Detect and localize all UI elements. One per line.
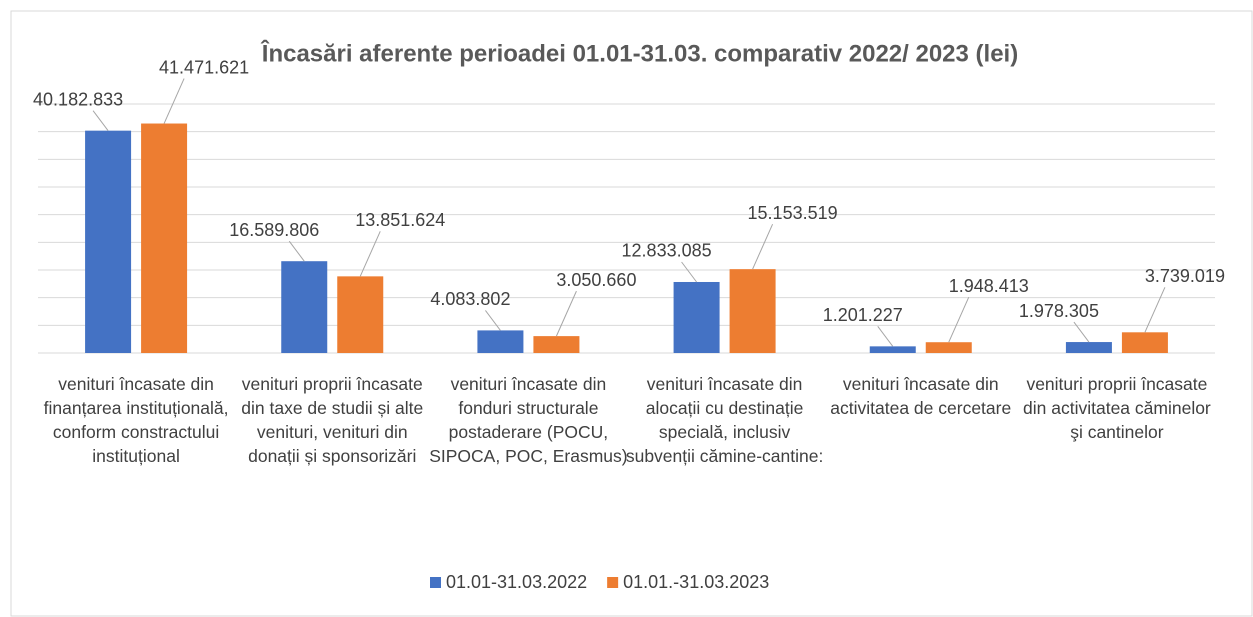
bar <box>869 346 916 353</box>
bar <box>1121 332 1168 353</box>
bar <box>337 276 384 353</box>
leader-line <box>1144 287 1166 333</box>
legend-swatch <box>430 577 441 588</box>
x-tick-label: venituri încasate din finanțarea institu… <box>43 374 229 466</box>
x-tick-label: venituri încasate din activitatea de cer… <box>830 374 1012 418</box>
leader-line <box>877 326 894 347</box>
legend-label: 01.01.-31.03.2023 <box>623 572 769 592</box>
legend-label: 01.01-31.03.2022 <box>446 572 587 592</box>
leader-line <box>948 297 970 343</box>
bar <box>141 123 188 353</box>
data-label: 3.739.019 <box>1145 266 1225 286</box>
leader-line <box>1073 321 1090 343</box>
bar <box>1065 342 1112 353</box>
legend-swatch <box>607 577 619 588</box>
data-label: 13.851.624 <box>355 210 445 230</box>
leader-line <box>163 78 185 124</box>
data-label: 41.471.621 <box>159 57 249 77</box>
leader-line <box>681 261 697 283</box>
bar <box>85 130 132 353</box>
leader-line <box>288 240 305 262</box>
data-label: 3.050.660 <box>556 270 636 290</box>
data-label: 1.948.413 <box>949 276 1029 296</box>
data-label: 4.083.802 <box>430 289 510 309</box>
leader-line <box>555 290 577 337</box>
data-label: 16.589.806 <box>229 220 319 240</box>
bar <box>673 281 720 353</box>
x-tick-label: venituri proprii încasate din activitate… <box>1023 374 1211 442</box>
chart-title: Încasări aferente perioadei 01.01-31.03.… <box>261 39 1018 67</box>
leader-line <box>752 223 774 270</box>
x-tick-label: venituri încasate din fonduri structural… <box>429 374 628 466</box>
data-label: 15.153.519 <box>748 203 838 223</box>
chart-border <box>10 10 1253 617</box>
bar <box>925 342 972 353</box>
bar <box>477 330 524 353</box>
data-label: 40.182.833 <box>33 89 123 109</box>
leader-line <box>359 231 381 277</box>
x-tick-label: venituri proprii încasate din taxe de st… <box>241 374 424 466</box>
bar <box>729 269 776 353</box>
data-label: 1.978.305 <box>1019 301 1099 321</box>
x-tick-label: venituri încasate din alocații cu destin… <box>625 374 824 466</box>
data-label: 1.201.227 <box>823 305 903 325</box>
leader-line <box>92 110 109 131</box>
data-label: 12.833.085 <box>622 241 712 261</box>
bar <box>533 336 580 353</box>
bar <box>281 261 328 353</box>
leader-line <box>485 310 501 331</box>
